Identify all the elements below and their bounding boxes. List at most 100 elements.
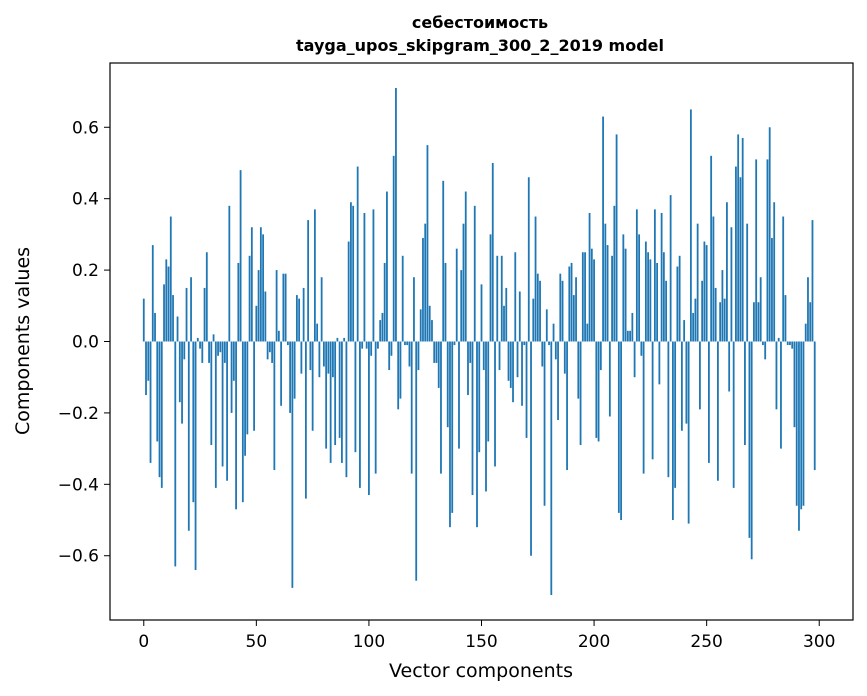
bar bbox=[766, 159, 769, 342]
bar bbox=[714, 287, 717, 342]
bar bbox=[271, 341, 274, 363]
y-tick-label: −0.6 bbox=[58, 547, 99, 567]
bar bbox=[557, 341, 559, 421]
bar bbox=[759, 277, 762, 342]
bars-group bbox=[142, 87, 816, 596]
bar bbox=[726, 202, 728, 342]
bar bbox=[392, 155, 395, 342]
bar bbox=[800, 341, 803, 510]
bar bbox=[505, 287, 508, 342]
bar bbox=[316, 323, 319, 342]
bar bbox=[644, 241, 647, 342]
bar bbox=[748, 341, 751, 538]
bar bbox=[473, 205, 476, 342]
bar bbox=[566, 341, 568, 471]
bar bbox=[149, 341, 152, 463]
bar bbox=[536, 273, 539, 342]
bar bbox=[431, 320, 433, 342]
bar bbox=[782, 216, 785, 342]
bar bbox=[750, 341, 753, 560]
bar bbox=[597, 341, 600, 442]
bar bbox=[304, 341, 307, 499]
bar bbox=[674, 341, 677, 488]
bar bbox=[568, 266, 571, 342]
bar bbox=[181, 341, 183, 424]
bar bbox=[577, 341, 580, 399]
bar bbox=[291, 341, 294, 588]
bar bbox=[377, 341, 379, 349]
bar bbox=[719, 302, 722, 342]
bar bbox=[656, 262, 659, 342]
bar bbox=[329, 341, 332, 463]
bar bbox=[248, 255, 251, 342]
bar bbox=[368, 341, 370, 496]
bar bbox=[593, 259, 595, 342]
bar bbox=[338, 341, 341, 438]
bar bbox=[701, 280, 704, 342]
bar bbox=[541, 341, 544, 367]
bar bbox=[379, 320, 382, 342]
bar bbox=[356, 166, 359, 342]
bar bbox=[336, 337, 339, 342]
bar bbox=[708, 341, 710, 463]
bar bbox=[543, 341, 546, 506]
bar bbox=[187, 341, 190, 531]
bar bbox=[147, 341, 150, 381]
bar bbox=[762, 341, 764, 346]
bar bbox=[613, 205, 616, 342]
bar bbox=[217, 341, 219, 356]
bar bbox=[665, 280, 668, 342]
bar bbox=[165, 259, 168, 342]
bar bbox=[381, 312, 384, 342]
bar bbox=[404, 341, 406, 346]
bar bbox=[615, 134, 618, 342]
bar bbox=[219, 341, 222, 353]
bar bbox=[617, 341, 620, 513]
bar bbox=[365, 341, 368, 349]
bar bbox=[399, 341, 402, 399]
bar bbox=[604, 223, 607, 342]
bar bbox=[498, 341, 501, 371]
bar bbox=[455, 248, 458, 342]
bar bbox=[773, 202, 776, 342]
bar bbox=[426, 145, 429, 342]
bar bbox=[739, 177, 742, 342]
bar bbox=[813, 341, 816, 471]
x-tick-label: 50 bbox=[246, 632, 268, 652]
bar bbox=[509, 341, 512, 388]
bar bbox=[521, 341, 523, 406]
bar bbox=[462, 223, 465, 342]
chart-subtitle: tayga_upos_skipgram_300_2_2019 model bbox=[296, 36, 664, 55]
bar bbox=[163, 284, 165, 342]
bar bbox=[332, 341, 334, 378]
bar bbox=[352, 205, 355, 342]
bar bbox=[764, 341, 767, 360]
bar bbox=[482, 341, 485, 371]
bar bbox=[802, 341, 805, 506]
bar bbox=[624, 248, 627, 342]
bar bbox=[451, 341, 454, 513]
bar bbox=[241, 341, 244, 503]
bar bbox=[183, 341, 186, 360]
bar bbox=[671, 341, 674, 521]
bar bbox=[282, 273, 285, 342]
bar bbox=[629, 330, 631, 342]
bar bbox=[489, 234, 492, 342]
bar bbox=[689, 109, 692, 342]
bar bbox=[444, 262, 447, 342]
bar bbox=[780, 341, 782, 449]
bar bbox=[178, 341, 181, 403]
bar bbox=[273, 341, 276, 471]
bar bbox=[500, 255, 503, 342]
bar bbox=[169, 216, 172, 342]
bar bbox=[669, 195, 672, 342]
y-axis: −0.6 −0.4 −0.2 0.0 0.2 0.4 0.6 bbox=[58, 118, 110, 567]
bar bbox=[264, 291, 267, 342]
bar bbox=[694, 298, 697, 342]
bar bbox=[422, 237, 424, 342]
bar bbox=[723, 298, 726, 342]
bar bbox=[300, 341, 303, 374]
bar bbox=[237, 262, 240, 342]
bar bbox=[370, 341, 373, 356]
bar bbox=[250, 227, 253, 342]
